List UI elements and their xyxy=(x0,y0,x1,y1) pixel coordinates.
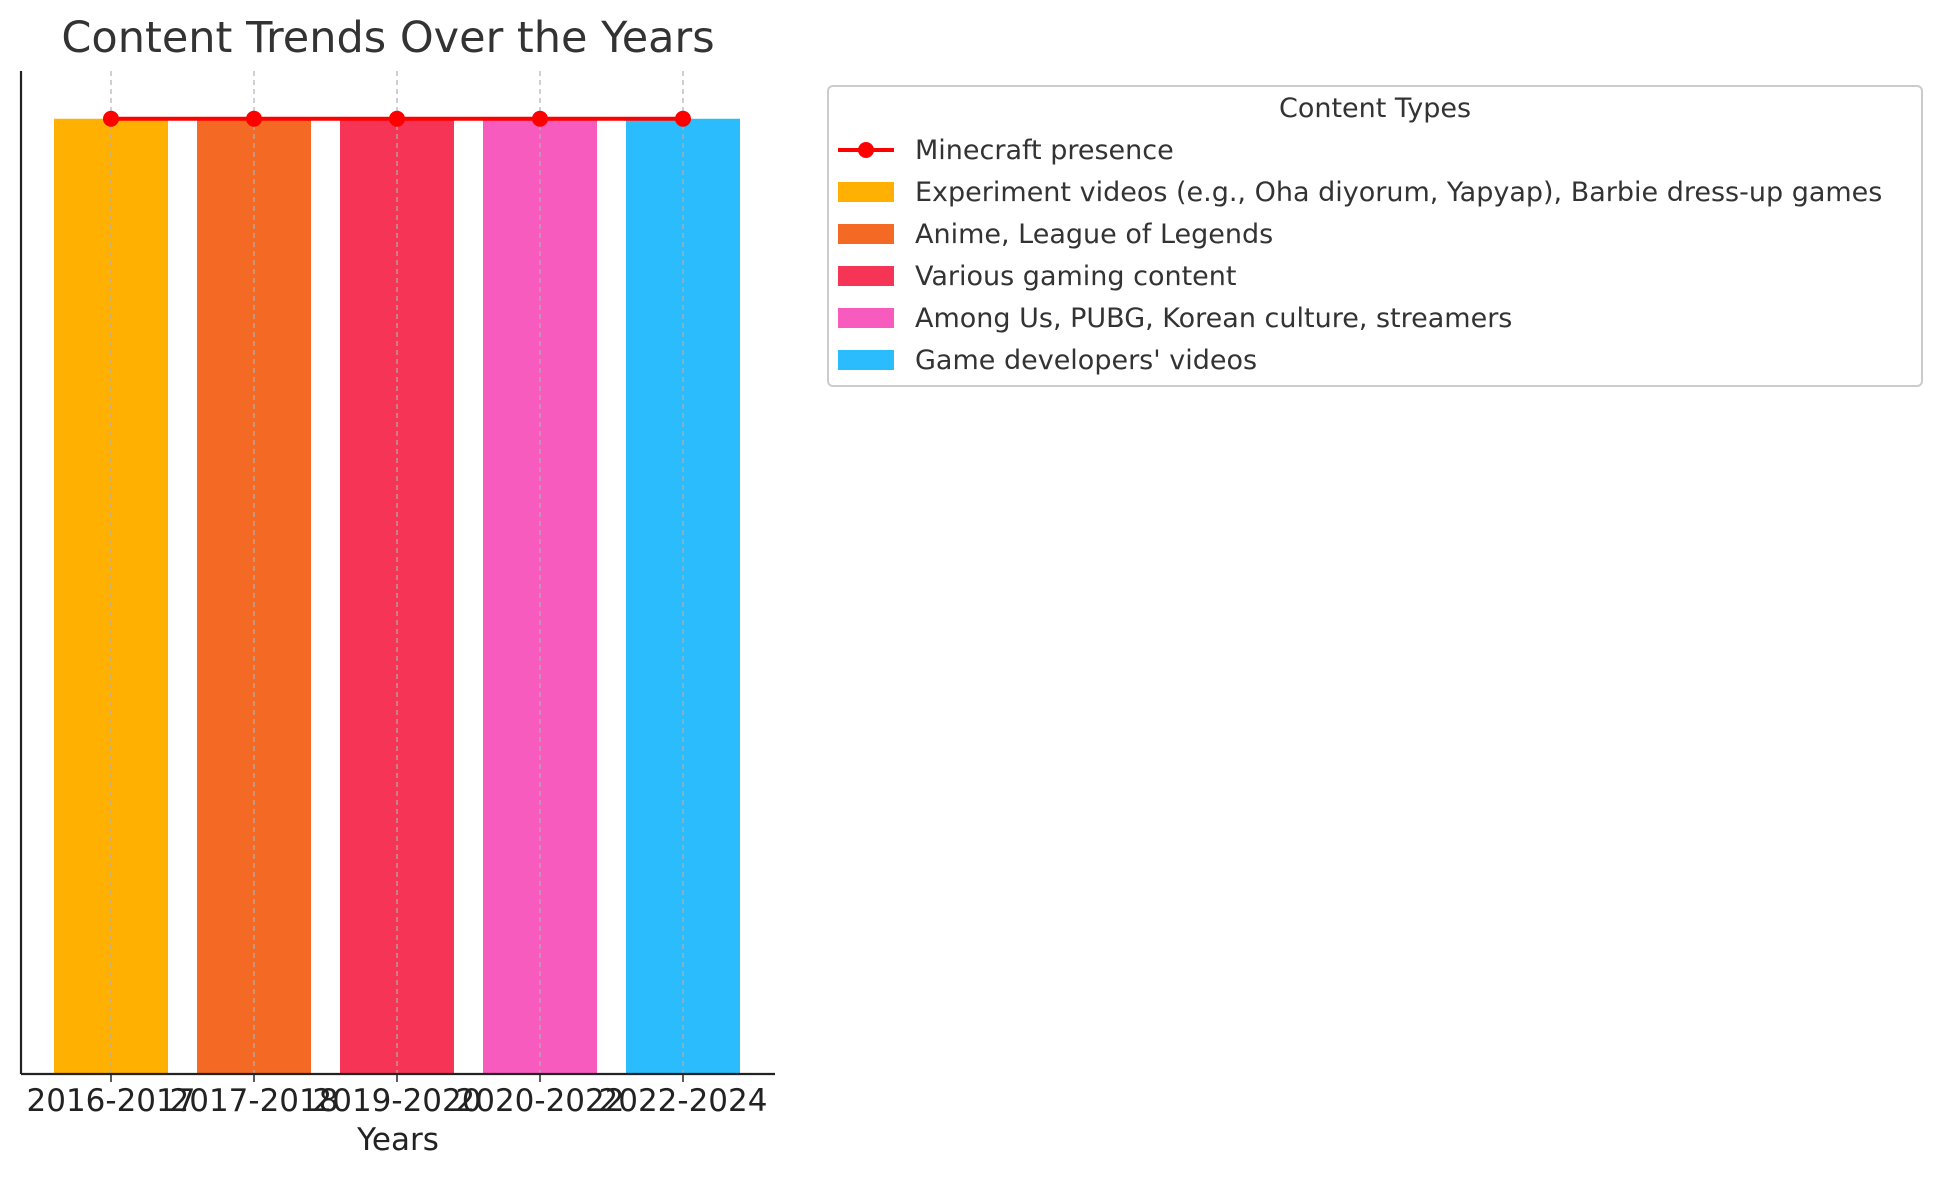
x-tick-label: 2017-2018 xyxy=(170,1083,339,1119)
minecraft-presence-point xyxy=(103,110,119,127)
x-tick-label: 2022-2024 xyxy=(599,1083,768,1119)
chart-title: Content Trends Over the Years xyxy=(61,13,714,63)
minecraft-presence-point xyxy=(532,110,548,127)
minecraft-presence-point xyxy=(675,110,691,127)
legend-box xyxy=(827,85,1923,387)
legend-label: Minecraft presence xyxy=(915,135,1174,166)
legend-label: Experiment videos (e.g., Oha diyorum, Ya… xyxy=(915,177,1882,208)
x-tick-labels: 2016-20172017-20182019-20202020-20222022… xyxy=(27,1074,768,1119)
legend-title: Content Types xyxy=(1279,93,1471,124)
legend-swatch xyxy=(838,224,894,244)
legend-swatch xyxy=(838,182,894,202)
minecraft-presence-point xyxy=(389,110,405,127)
legend-entries: Minecraft presence Experiment videos (e.g… xyxy=(838,135,1882,376)
legend-label: Anime, League of Legends xyxy=(915,219,1273,250)
x-tick-label: 2019-2020 xyxy=(313,1083,482,1119)
x-axis-label: Years xyxy=(356,1122,439,1158)
x-tick-label: 2016-2017 xyxy=(27,1083,196,1119)
legend-swatch xyxy=(838,308,894,328)
legend-label: Game developers' videos xyxy=(915,345,1257,376)
legend: Content Types Minecraft presence Experime… xyxy=(827,85,1923,387)
legend-label: Various gaming content xyxy=(915,261,1237,292)
legend-label: Among Us, PUBG, Korean culture, streamer… xyxy=(915,303,1512,334)
legend-swatch xyxy=(838,266,894,286)
minecraft-presence-line xyxy=(103,110,691,127)
minecraft-presence-point xyxy=(246,110,262,127)
legend-swatch xyxy=(838,350,894,370)
x-tick-label: 2020-2022 xyxy=(456,1083,625,1119)
legend-swatch-marker xyxy=(858,142,874,158)
